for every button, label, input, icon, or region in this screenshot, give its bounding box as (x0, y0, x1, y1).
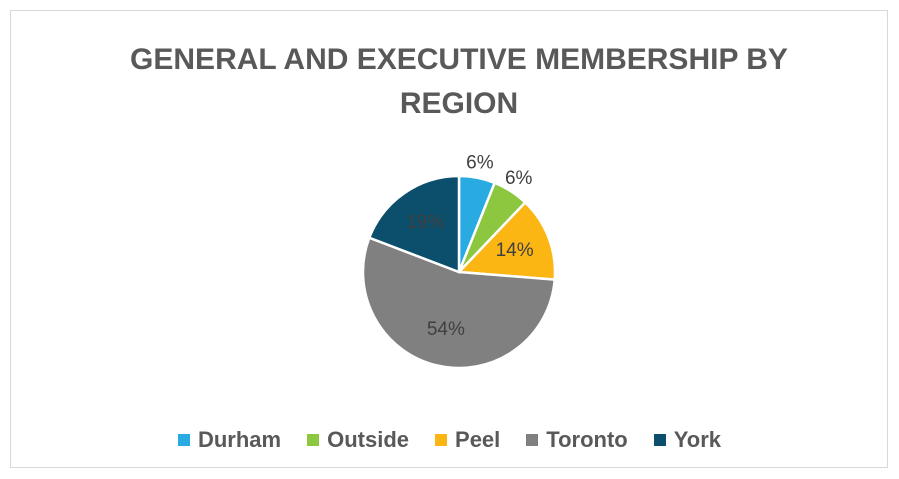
pie-slice (456, 200, 557, 281)
legend-label: Toronto (546, 427, 628, 452)
pie-slice (361, 236, 557, 370)
legend-swatch (307, 434, 320, 446)
data-label: 6% (505, 168, 533, 189)
legend-swatch (177, 434, 190, 446)
legend-swatch (526, 434, 539, 446)
legend-label: Outside (327, 427, 410, 452)
legend: Durham Outside Peel Toronto York (0, 427, 899, 453)
chart-title: GENERAL AND EXECUTIVE MEMBERSHIP BY REGI… (130, 43, 788, 120)
legend-label: Peel (455, 427, 501, 452)
pie-slice (367, 174, 461, 274)
chart-frame (10, 10, 888, 468)
legend-item: York (653, 427, 722, 453)
data-label: 19% (406, 212, 444, 233)
legend-label: Durham (197, 427, 282, 452)
legend-swatch (653, 434, 666, 446)
legend-item: Toronto (526, 427, 628, 453)
legend-item: Outside (307, 427, 409, 453)
legend-item: Peel (435, 427, 500, 453)
data-label: 6% (466, 153, 494, 174)
legend-label: York (673, 427, 722, 452)
legend-swatch (435, 434, 448, 446)
legend-item: Durham (177, 427, 282, 453)
data-label: 54% (427, 319, 465, 340)
data-label: 14% (496, 240, 534, 261)
